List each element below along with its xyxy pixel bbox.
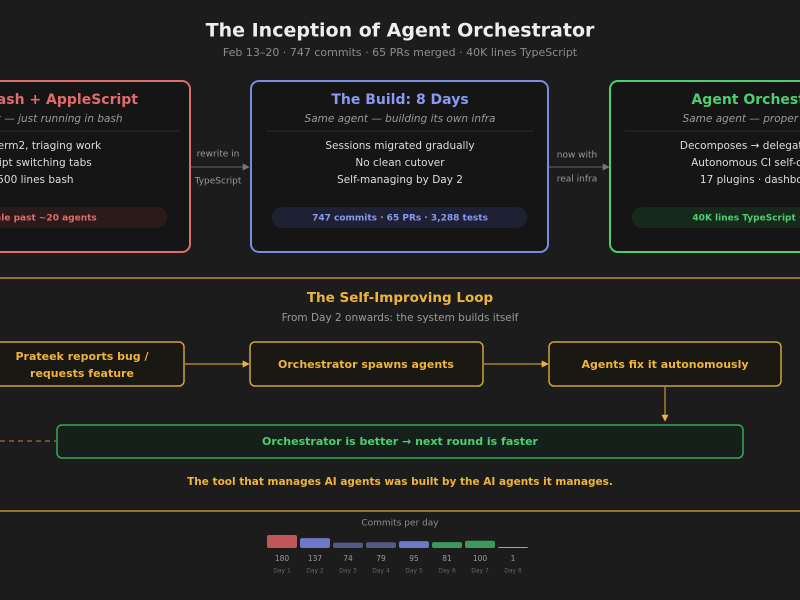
bar <box>366 542 396 548</box>
card-subtitle: Same agent — proper infra <box>683 113 800 125</box>
transition-label: now with <box>557 151 598 161</box>
result-text: Orchestrator is better → next round is f… <box>262 435 539 448</box>
badge-text: Can't scale past ~20 agents <box>0 214 97 224</box>
step-box <box>0 341 185 387</box>
transition-label: real infra <box>557 175 598 185</box>
bar <box>498 547 528 548</box>
step-text: Agents fix it autonomously <box>581 358 748 371</box>
step-box <box>548 341 782 387</box>
card-title: The Build: 8 Days <box>331 92 468 108</box>
result-box <box>56 424 744 459</box>
badge-text: 40K lines TypeScript · open source <box>692 214 800 224</box>
step-box <box>249 341 484 387</box>
loop-title: The Self-Improving Loop <box>307 290 494 306</box>
card-line: Self-managing by Day 2 <box>337 174 463 186</box>
card-subtitle: Same agent — building its own infra <box>305 113 496 125</box>
category-label: Day 3 <box>339 568 357 575</box>
loop-subtitle: From Day 2 onwards: the system builds it… <box>282 312 519 324</box>
step-text: Orchestrator spawns agents <box>278 358 454 371</box>
badge <box>0 207 167 228</box>
value-label: 79 <box>376 554 386 563</box>
value-label: 180 <box>275 554 290 563</box>
bar <box>432 542 462 548</box>
card-line: ~2,500 lines bash <box>0 174 74 186</box>
bar <box>333 542 363 548</box>
card-title: Agent Orchestrator <box>691 92 800 108</box>
category-label: Day 1 <box>273 568 291 575</box>
value-label: 95 <box>409 554 419 563</box>
card-line: Autonomous CI self-correction <box>691 157 800 169</box>
chart-title: Commits per day <box>361 519 439 529</box>
value-label: 100 <box>473 554 488 563</box>
bar <box>300 538 330 548</box>
value-label: 137 <box>308 554 323 563</box>
commit-chart: 180 Day 1 137 Day 2 74 Day 3 79 Day 4 95 Day 5 81 D… <box>267 535 528 575</box>
category-label: Day 2 <box>306 568 324 575</box>
badge <box>632 207 800 228</box>
bar <box>465 540 495 548</box>
card-line: Decomposes → delegates → reviews <box>680 140 800 152</box>
card-line: No clean cutover <box>355 157 445 169</box>
step-text: requests feature <box>30 367 134 380</box>
category-label: Day 6 <box>438 568 456 575</box>
badge <box>272 207 527 228</box>
subtitle: Feb 13–20 · 747 commits · 65 PRs merged … <box>223 46 578 59</box>
caption: The tool that manages AI agents was buil… <box>187 476 613 488</box>
card-title: Bash + AppleScript <box>0 92 138 108</box>
category-label: Day 4 <box>372 568 390 575</box>
badge-text: 747 commits · 65 PRs · 3,288 tests <box>312 214 488 224</box>
card-line: AppleScript switching tabs <box>0 157 92 169</box>
category-label: Day 8 <box>504 568 522 575</box>
card-subtitle: Same agent — just running in bash <box>0 113 123 125</box>
step-text: Prateek reports bug / <box>15 350 149 363</box>
value-label: 74 <box>343 554 353 563</box>
transition-label: rewrite in <box>197 150 240 160</box>
card-line: Agent in iTerm2, triaging work <box>0 140 102 152</box>
transition-label: TypeScript <box>194 177 242 187</box>
bar <box>399 541 429 548</box>
category-label: Day 5 <box>405 568 423 575</box>
card-line: 17 plugins · dashboard <box>700 174 800 186</box>
category-label: Day 7 <box>471 568 489 575</box>
title: The Inception of Agent Orchestrator <box>206 20 595 42</box>
value-label: 1 <box>511 554 516 563</box>
value-label: 81 <box>442 554 452 563</box>
card-line: Sessions migrated gradually <box>325 140 474 152</box>
bar <box>267 535 297 548</box>
